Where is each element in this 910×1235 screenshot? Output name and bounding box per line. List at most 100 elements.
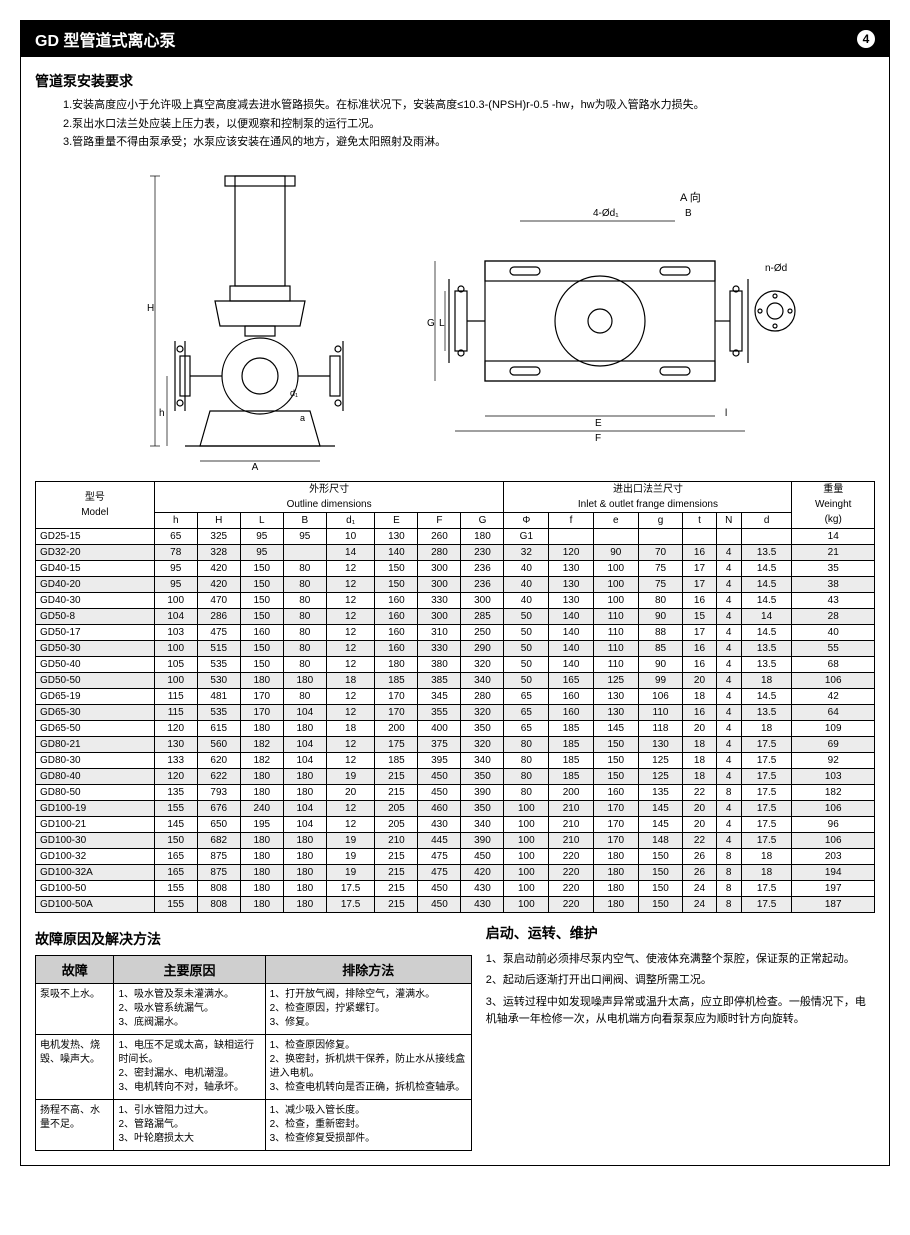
install-line: 1.安装高度应小于允许吸上真空高度减去进水管路损失。在标准状况下，安装高度≤10…: [63, 97, 875, 114]
spec-cell: 395: [418, 752, 461, 768]
spec-cell: 150: [593, 768, 638, 784]
spec-cell: 535: [197, 704, 240, 720]
spec-cell: 148: [638, 832, 683, 848]
spec-cell: 130: [593, 688, 638, 704]
spec-cell: 450: [418, 768, 461, 784]
spec-cell: 180: [283, 672, 326, 688]
spec-cell: 286: [197, 608, 240, 624]
table-row: GD80-21130560182104121753753208018515013…: [36, 736, 875, 752]
spec-cell: 180: [240, 784, 283, 800]
table-row: GD40-20954201508012150300236401301007517…: [36, 576, 875, 592]
spec-cell: 40: [792, 624, 875, 640]
spec-cell: 4: [716, 592, 741, 608]
spec-cell: 355: [418, 704, 461, 720]
spec-sub-header: G: [461, 512, 504, 528]
dim-E: E: [595, 418, 602, 429]
spec-cell: 140: [549, 624, 594, 640]
table-row: GD80-40120622180180192154503508018515012…: [36, 768, 875, 784]
spec-cell: 160: [549, 704, 594, 720]
spec-cell: GD80-50: [36, 784, 155, 800]
spec-cell: 100: [154, 640, 197, 656]
spec-cell: 20: [326, 784, 375, 800]
spec-cell: 18: [741, 848, 792, 864]
spec-cell: 17.5: [326, 896, 375, 912]
fault-header: 故障: [36, 955, 114, 983]
spec-cell: 80: [504, 768, 549, 784]
spec-cell: 125: [593, 672, 638, 688]
spec-cell: 420: [461, 864, 504, 880]
spec-cell: 17.5: [326, 880, 375, 896]
spec-cell: 205: [375, 800, 418, 816]
spec-sub-header: f: [549, 512, 594, 528]
spec-cell: 180: [593, 880, 638, 896]
spec-cell: 50: [504, 624, 549, 640]
spec-cell: 28: [792, 608, 875, 624]
spec-cell: 20: [683, 720, 716, 736]
spec-cell: 430: [461, 880, 504, 896]
spec-cell: 185: [375, 752, 418, 768]
spec-cell: 14.5: [741, 576, 792, 592]
spec-cell: 430: [461, 896, 504, 912]
spec-cell: 236: [461, 560, 504, 576]
spec-cell: 300: [418, 576, 461, 592]
spec-cell: 65: [154, 528, 197, 544]
spec-sub-header: e: [593, 512, 638, 528]
spec-cell: GD50-8: [36, 608, 155, 624]
spec-cell: 170: [593, 800, 638, 816]
spec-cell: 230: [461, 544, 504, 560]
spec-cell: 17: [683, 624, 716, 640]
spec-cell: 140: [549, 640, 594, 656]
spec-cell: 160: [549, 688, 594, 704]
spec-cell: 12: [326, 640, 375, 656]
spec-cell: 808: [197, 880, 240, 896]
spec-cell: 430: [418, 816, 461, 832]
spec-cell: 16: [683, 592, 716, 608]
spec-cell: 80: [504, 752, 549, 768]
spec-cell: 200: [549, 784, 594, 800]
spec-cell: 14: [792, 528, 875, 544]
dim-h: h: [159, 408, 165, 419]
spec-cell: 104: [283, 816, 326, 832]
fault-table: 故障主要原因排除方法 泵吸不上水。1、吸水管及泵未灌满水。2、吸水管系统漏气。3…: [35, 955, 472, 1151]
table-row: GD65-50120615180180182004003506518514511…: [36, 720, 875, 736]
table-row: GD32-2078328951414028023032120907016413.…: [36, 544, 875, 560]
spec-cell: 210: [549, 800, 594, 816]
spec-cell: 145: [593, 720, 638, 736]
spec-cell: 69: [792, 736, 875, 752]
spec-cell: 150: [638, 896, 683, 912]
spec-cell: [283, 544, 326, 560]
spec-cell: 682: [197, 832, 240, 848]
spec-cell: 26: [683, 864, 716, 880]
spec-cell: [638, 528, 683, 544]
spec-cell: 17.5: [741, 768, 792, 784]
spec-cell: 18: [683, 768, 716, 784]
spec-sub-header: H: [197, 512, 240, 528]
spec-cell: 180: [240, 832, 283, 848]
spec-cell: 185: [375, 672, 418, 688]
spec-cell: 12: [326, 624, 375, 640]
spec-cell: 80: [283, 640, 326, 656]
spec-cell: 13.5: [741, 640, 792, 656]
spec-cell: 18: [683, 736, 716, 752]
spec-cell: 120: [154, 720, 197, 736]
spec-cell: 350: [461, 720, 504, 736]
spec-cell: 65: [504, 688, 549, 704]
ann-nd: n-Ød: [765, 263, 787, 274]
spec-cell: 4: [716, 800, 741, 816]
spec-cell: 155: [154, 800, 197, 816]
dim-A: A: [252, 462, 259, 471]
spec-cell: 676: [197, 800, 240, 816]
dim-l: l: [725, 408, 727, 419]
spec-cell: 18: [683, 752, 716, 768]
spec-cell: 180: [240, 896, 283, 912]
spec-cell: 88: [638, 624, 683, 640]
spec-cell: 180: [283, 848, 326, 864]
ann-A: A 向: [680, 190, 701, 204]
spec-cell: 290: [461, 640, 504, 656]
spec-cell: 875: [197, 864, 240, 880]
table-row: GD100-5015580818018017.52154504301002201…: [36, 880, 875, 896]
spec-cell: 150: [240, 592, 283, 608]
spec-cell: 80: [283, 608, 326, 624]
fault-cell: 1、吸水管及泵未灌满水。2、吸水管系统漏气。3、底阀漏水。: [114, 983, 265, 1034]
spec-cell: 203: [792, 848, 875, 864]
